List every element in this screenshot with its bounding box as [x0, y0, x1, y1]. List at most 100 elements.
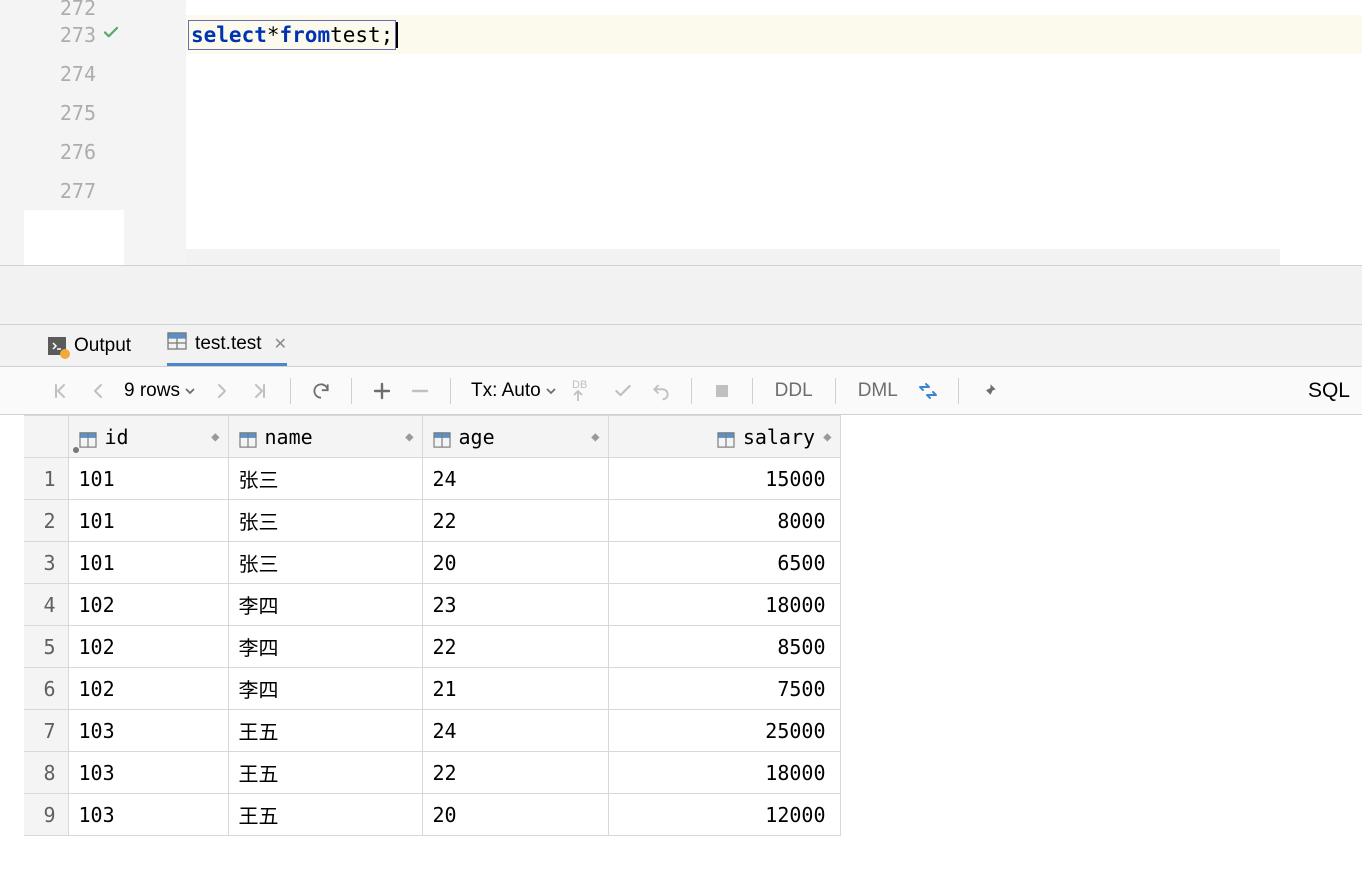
table-row[interactable]: 1101张三2415000 [24, 458, 840, 500]
tab-result-table[interactable]: test.test ✕ [167, 325, 287, 366]
row-number[interactable]: 8 [24, 752, 68, 794]
first-page-button[interactable] [44, 375, 76, 407]
table-row[interactable]: 7103王五2425000 [24, 710, 840, 752]
cell-id[interactable]: 102 [68, 626, 228, 668]
cell-salary[interactable]: 18000 [608, 584, 840, 626]
pin-button[interactable] [973, 375, 1005, 407]
cell-age[interactable]: 22 [422, 500, 608, 542]
cell-name[interactable]: 李四 [228, 668, 422, 710]
row-number[interactable]: 2 [24, 500, 68, 542]
cell-salary[interactable]: 6500 [608, 542, 840, 584]
code-line[interactable] [186, 54, 1362, 93]
cell-id[interactable]: 103 [68, 794, 228, 836]
cell-id[interactable]: 101 [68, 458, 228, 500]
sort-icon[interactable]: ◆ [591, 429, 597, 445]
row-number[interactable]: 7 [24, 710, 68, 752]
cell-id[interactable]: 101 [68, 542, 228, 584]
cell-salary[interactable]: 8500 [608, 626, 840, 668]
tab-label: Output [74, 335, 131, 357]
table-row[interactable]: 3101张三206500 [24, 542, 840, 584]
row-number[interactable]: 3 [24, 542, 68, 584]
row-number[interactable]: 6 [24, 668, 68, 710]
data-table[interactable]: id ◆ name ◆ [24, 415, 841, 836]
cell-age[interactable]: 23 [422, 584, 608, 626]
cell-id[interactable]: 102 [68, 668, 228, 710]
cell-name[interactable]: 王五 [228, 752, 422, 794]
add-row-button[interactable] [366, 375, 398, 407]
table-row[interactable]: 2101张三228000 [24, 500, 840, 542]
table-row[interactable]: 9103王五2012000 [24, 794, 840, 836]
row-number[interactable]: 5 [24, 626, 68, 668]
cell-salary[interactable]: 15000 [608, 458, 840, 500]
table-row[interactable]: 8103王五2218000 [24, 752, 840, 794]
transaction-mode-dropdown[interactable]: Tx: Auto [465, 380, 563, 402]
sql-statement-selection[interactable]: select * from test; [188, 20, 396, 50]
column-header-id[interactable]: id ◆ [68, 416, 228, 458]
cell-salary[interactable]: 7500 [608, 668, 840, 710]
sql-label[interactable]: SQL [1308, 379, 1352, 403]
ddl-button[interactable]: DDL [767, 380, 821, 402]
cell-salary[interactable]: 18000 [608, 752, 840, 794]
cell-name[interactable]: 张三 [228, 458, 422, 500]
column-header-salary[interactable]: salary ◆ [608, 416, 840, 458]
cell-age[interactable]: 22 [422, 626, 608, 668]
sort-icon[interactable]: ◆ [823, 429, 829, 445]
close-icon[interactable]: ✕ [274, 334, 287, 354]
rows-count-dropdown[interactable]: 9 rows [120, 380, 200, 402]
sort-icon[interactable]: ◆ [405, 429, 411, 445]
cell-age[interactable]: 20 [422, 542, 608, 584]
reload-button[interactable] [305, 375, 337, 407]
dml-button[interactable]: DML [850, 380, 906, 402]
code-line[interactable] [186, 171, 1362, 210]
cell-salary[interactable]: 12000 [608, 794, 840, 836]
cell-salary[interactable]: 8000 [608, 500, 840, 542]
cell-name[interactable]: 张三 [228, 542, 422, 584]
cell-name[interactable]: 王五 [228, 710, 422, 752]
sort-icon[interactable]: ◆ [211, 429, 217, 445]
code-area[interactable]: select * from test; [186, 0, 1362, 265]
cell-id[interactable]: 103 [68, 710, 228, 752]
cell-name[interactable]: 王五 [228, 794, 422, 836]
remove-row-button[interactable] [404, 375, 436, 407]
line-number: 276 [24, 132, 124, 171]
cell-id[interactable]: 101 [68, 500, 228, 542]
compare-button[interactable] [912, 375, 944, 407]
horizontal-scrollbar[interactable] [186, 249, 1280, 265]
cell-age[interactable]: 24 [422, 710, 608, 752]
cell-age[interactable]: 20 [422, 794, 608, 836]
code-line[interactable] [186, 0, 1362, 15]
next-page-button[interactable] [206, 375, 238, 407]
cell-id[interactable]: 102 [68, 584, 228, 626]
cell-age[interactable]: 24 [422, 458, 608, 500]
toolbar-separator [835, 378, 836, 404]
cell-salary[interactable]: 25000 [608, 710, 840, 752]
column-header-name[interactable]: name ◆ [228, 416, 422, 458]
column-header-age[interactable]: age ◆ [422, 416, 608, 458]
table-row[interactable]: 4102李四2318000 [24, 584, 840, 626]
sql-editor[interactable]: 272 273 274 275 276 277 select * from te… [0, 0, 1362, 265]
result-grid[interactable]: id ◆ name ◆ [0, 415, 1362, 836]
cell-id[interactable]: 103 [68, 752, 228, 794]
row-number[interactable]: 1 [24, 458, 68, 500]
cell-age[interactable]: 22 [422, 752, 608, 794]
stop-button[interactable] [706, 375, 738, 407]
rollback-button[interactable] [645, 375, 677, 407]
last-page-button[interactable] [244, 375, 276, 407]
code-line[interactable] [186, 93, 1362, 132]
table-row[interactable]: 5102李四228500 [24, 626, 840, 668]
commit-button[interactable] [607, 375, 639, 407]
tab-output[interactable]: Output [48, 325, 131, 366]
prev-page-button[interactable] [82, 375, 114, 407]
pane-divider[interactable] [0, 265, 1362, 325]
code-line-active[interactable]: select * from test; [186, 15, 1362, 54]
cell-name[interactable]: 李四 [228, 584, 422, 626]
cell-name[interactable]: 张三 [228, 500, 422, 542]
row-number[interactable]: 4 [24, 584, 68, 626]
editor-gutter: 272 273 274 275 276 277 [24, 0, 124, 265]
cell-name[interactable]: 李四 [228, 626, 422, 668]
cell-age[interactable]: 21 [422, 668, 608, 710]
code-line[interactable] [186, 132, 1362, 171]
submit-button[interactable]: DB [569, 375, 601, 407]
table-row[interactable]: 6102李四217500 [24, 668, 840, 710]
row-number[interactable]: 9 [24, 794, 68, 836]
